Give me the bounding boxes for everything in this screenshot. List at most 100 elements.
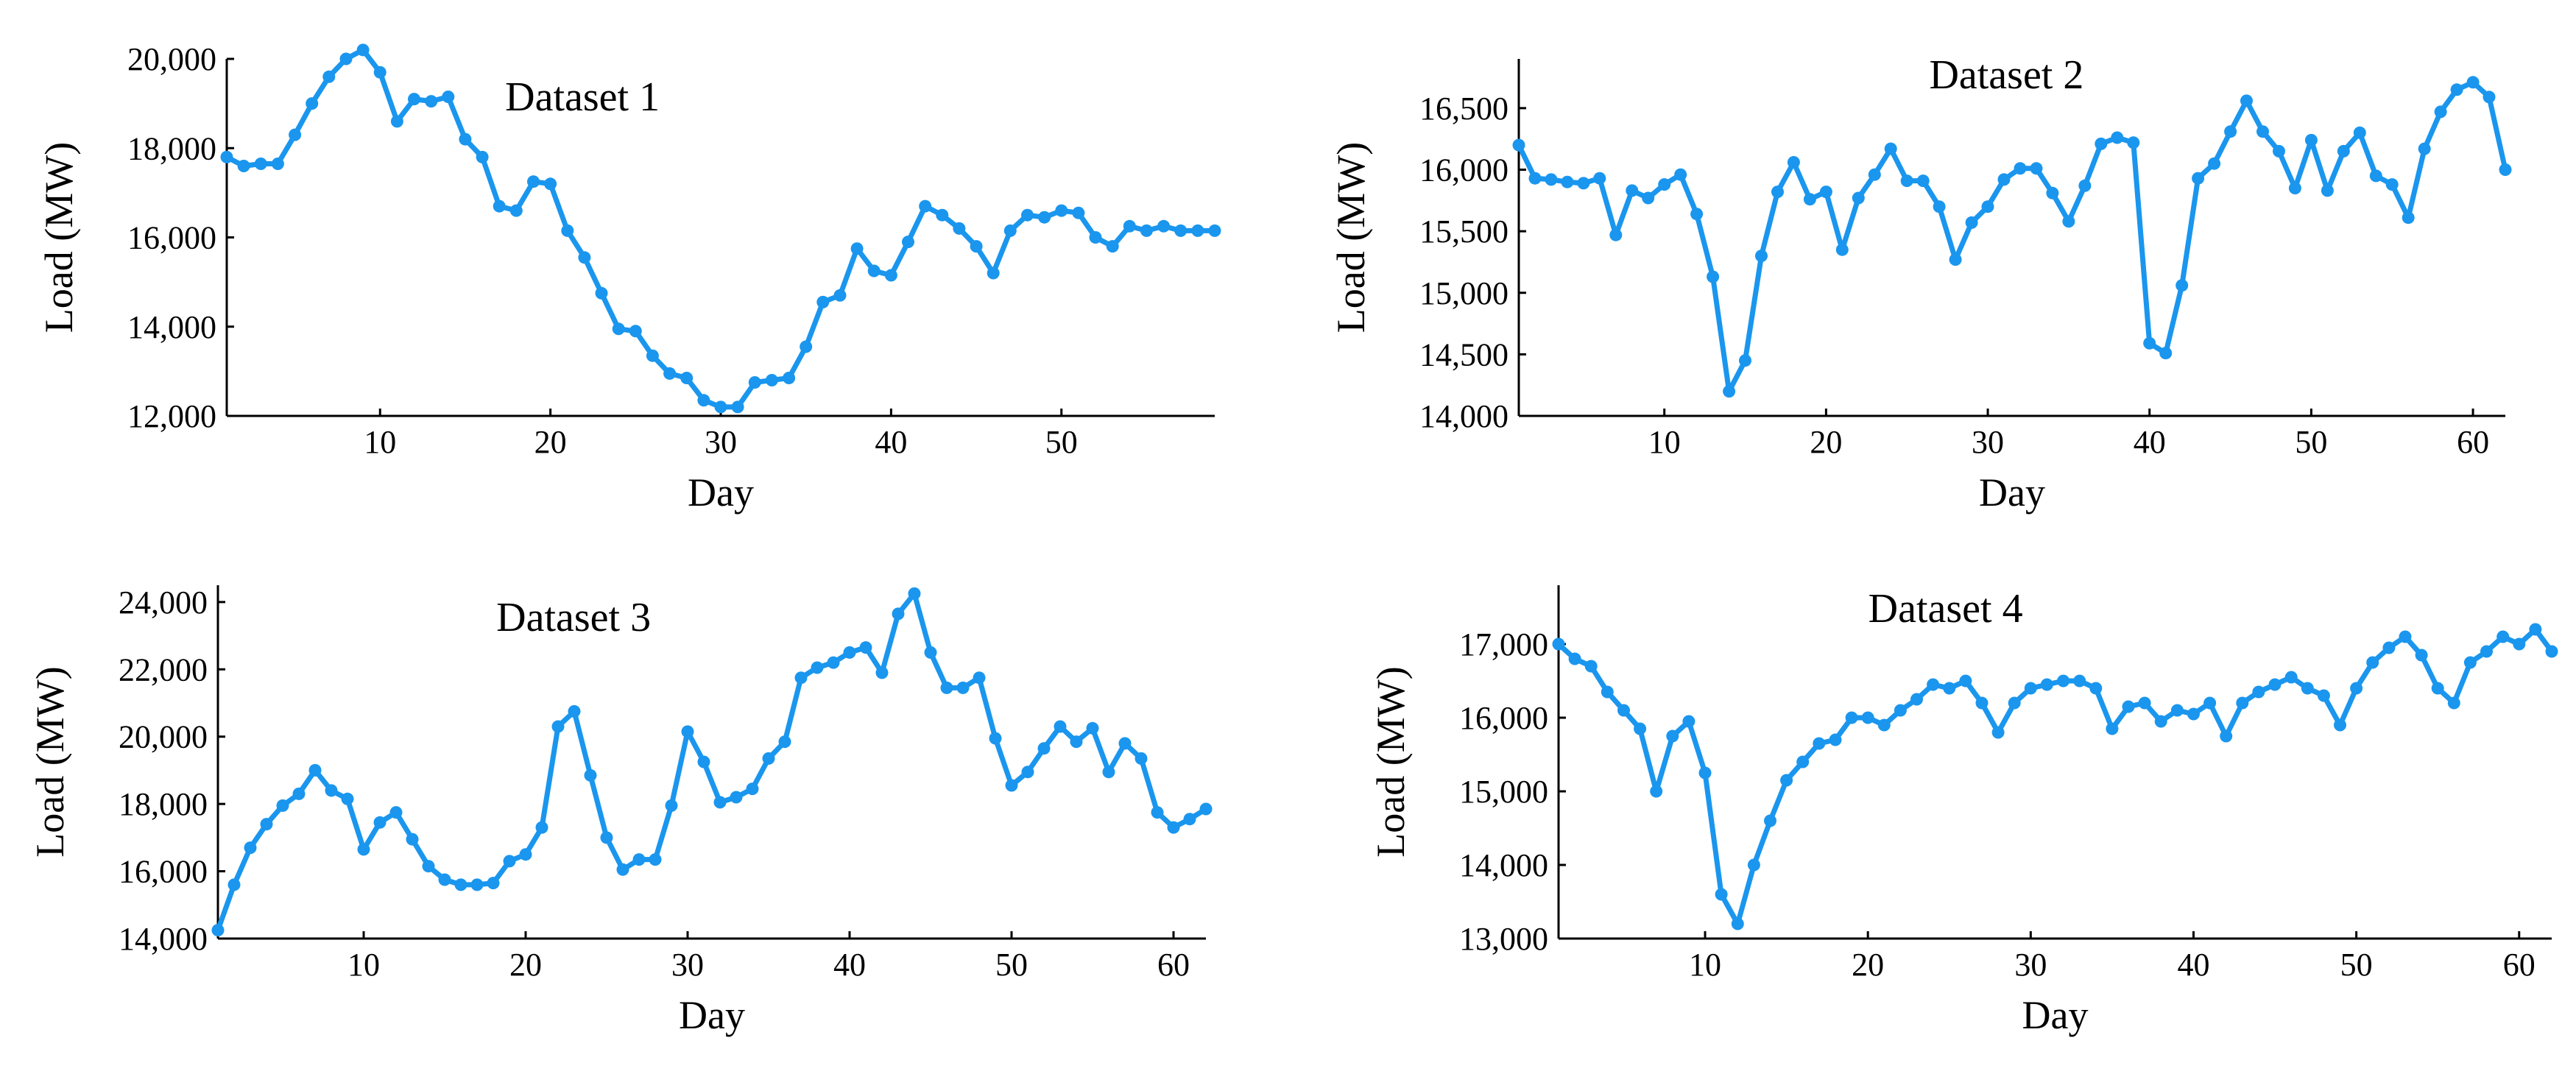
data-point [1021,766,1034,779]
data-point [1650,785,1663,798]
data-point [1157,219,1171,233]
data-point [1723,385,1736,398]
data-point [308,763,322,777]
data-point [1140,224,1153,237]
data-point [227,878,241,891]
data-point [629,325,642,338]
data-point [800,340,813,353]
data-point [1106,240,1119,253]
data-point [663,367,677,380]
data-point [422,860,435,873]
data-point [1528,172,1542,185]
data-point [1199,802,1213,816]
chart-panel-3: 14,000 16,000 18,000 20,000 22,000 24,000 10 20… [28,584,1213,1037]
y-tick-label: 17,000 [1459,626,1548,663]
data-point [373,816,387,829]
data-point [816,295,830,308]
data-point [1835,243,1849,256]
data-point [600,831,613,844]
data-point [2078,179,2092,192]
data-point [1577,177,1590,190]
data-point [2095,137,2108,150]
data-point [503,855,516,868]
data-point [2369,169,2382,183]
data-point [1965,216,1978,229]
data-point [1617,704,1630,717]
data-point [2046,186,2059,199]
y-tick-label: 13,000 [1459,921,1548,957]
data-point [2224,125,2237,138]
data-point [1731,917,1744,930]
data-point [1545,173,1558,186]
data-point [2192,172,2205,185]
y-tick-label: 16,000 [119,854,208,890]
data-point [341,792,354,805]
data-point [924,646,937,659]
y-tick-label: 15,000 [1459,774,1548,810]
data-point [1747,858,1760,872]
data-point [2431,682,2444,695]
data-point [794,671,808,685]
data-point [325,784,338,797]
x-tick-label: 10 [1689,947,1721,983]
data-point [612,322,625,336]
data-point [970,240,983,253]
data-point [1054,720,1067,733]
data-point [1796,755,1810,769]
data-point [1819,186,1832,199]
data-point [1072,206,1085,219]
y-tick-label: 16,000 [1419,152,1508,188]
data-point [2203,696,2217,710]
data-point [2480,645,2493,658]
x-tick-label: 20 [509,947,542,983]
data-point [1609,228,1623,241]
data-point [389,806,403,819]
data-point [908,587,921,600]
data-point [493,199,506,213]
data-point [1070,735,1083,749]
data-point [867,264,881,278]
data-point [2106,722,2119,735]
data-point [2127,136,2140,149]
data-point [509,204,523,217]
x-tick-label: 60 [2457,424,2489,460]
data-point [390,115,403,128]
y-tick-label: 14,000 [119,921,208,957]
data-point [1933,200,1946,213]
data-point [2399,630,2412,643]
y-tick-label: 15,000 [1419,275,1508,311]
data-point [1997,173,2011,186]
data-point [892,607,905,621]
data-point [2545,645,2558,658]
data-point [730,791,743,804]
data-point [322,70,336,83]
data-point [632,853,646,866]
y-tick-label: 14,000 [127,309,216,345]
x-axis-label: Day [1979,470,2045,515]
data-point [306,97,319,110]
data-point [2154,715,2167,728]
y-axis-label: Load (MW) [28,666,72,857]
data-point [989,732,1002,745]
data-point [1900,174,1913,188]
y-tick-label: 16,500 [1419,91,1508,127]
y-axis-label: Load (MW) [1369,666,1413,857]
data-point [953,222,966,235]
data-point [1191,224,1204,237]
data-point [2284,671,2298,684]
data-point [1552,637,1565,651]
data-point [1852,191,1865,205]
data-point [476,150,489,163]
data-point [1584,660,1598,673]
data-point [1868,168,1881,181]
data-point [714,400,727,414]
data-point [519,848,532,861]
y-axis-label: Load (MW) [37,142,81,333]
data-point [2321,184,2334,197]
x-tick-label: 30 [705,424,737,460]
data-point [1771,186,1784,199]
data-point [940,681,953,694]
data-point [442,91,455,103]
data-point [2240,94,2253,107]
data-point [535,821,548,834]
